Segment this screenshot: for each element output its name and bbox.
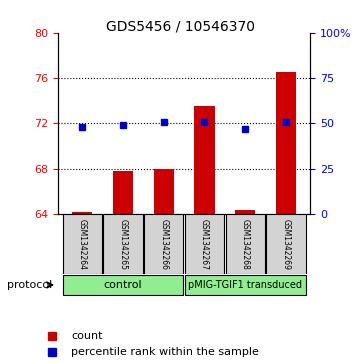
Text: count: count (71, 331, 103, 341)
Bar (103, 214, 143, 274)
Text: percentile rank within the sample: percentile rank within the sample (71, 347, 259, 357)
Text: protocol: protocol (7, 280, 52, 290)
Text: GSM1342267: GSM1342267 (200, 219, 209, 270)
Bar (72, 212, 92, 214)
Bar (63, 214, 102, 274)
Text: GSM1342266: GSM1342266 (159, 219, 168, 270)
Bar (226, 214, 265, 274)
Bar (63, 275, 183, 295)
Text: GSM1342269: GSM1342269 (282, 219, 291, 270)
Bar (153, 169, 174, 214)
Bar (276, 72, 296, 214)
Text: GSM1342265: GSM1342265 (118, 219, 127, 270)
Text: GDS5456 / 10546370: GDS5456 / 10546370 (106, 20, 255, 34)
Text: GSM1342268: GSM1342268 (241, 219, 250, 270)
Bar (144, 214, 183, 274)
Bar (185, 275, 305, 295)
Bar (266, 214, 305, 274)
Bar (194, 106, 215, 214)
Bar (185, 214, 224, 274)
Bar (235, 210, 256, 214)
Bar (113, 171, 133, 214)
Text: GSM1342264: GSM1342264 (78, 219, 87, 270)
Text: control: control (104, 280, 142, 290)
Text: pMIG-TGIF1 transduced: pMIG-TGIF1 transduced (188, 280, 302, 290)
